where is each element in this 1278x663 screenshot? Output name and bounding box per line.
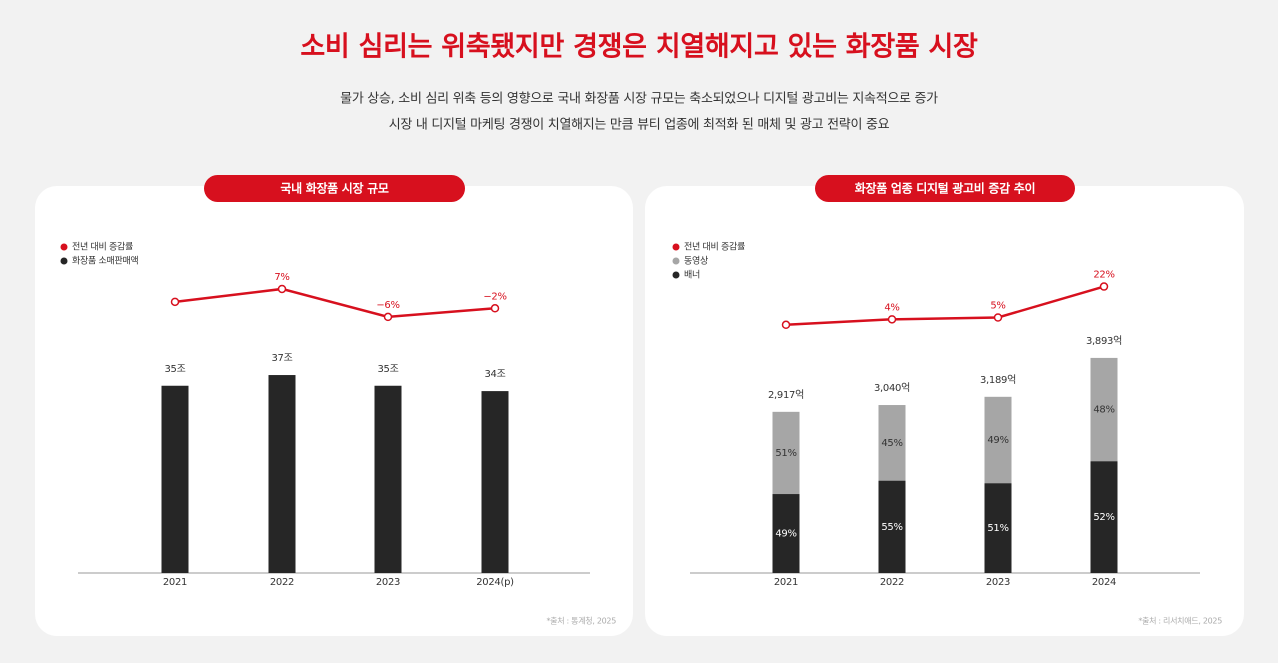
x-tick-label: 2023 <box>376 577 400 588</box>
x-tick-label: 2024(p) <box>476 577 514 588</box>
segment-label: 45% <box>881 438 902 449</box>
growth-point <box>993 313 1003 322</box>
growth-label: 5% <box>990 301 1005 312</box>
bar <box>161 385 189 573</box>
x-tick-label: 2021 <box>163 577 187 588</box>
segment-label: 51% <box>987 523 1008 534</box>
title-pill <box>204 175 465 202</box>
bar-segment <box>1090 461 1118 573</box>
bar <box>481 391 509 573</box>
x-tick-label: 2022 <box>880 577 904 588</box>
growth-label: 4% <box>884 302 899 313</box>
bar-label: 35조 <box>164 364 185 375</box>
segment-label: 49% <box>775 529 796 540</box>
bar-label: 34조 <box>484 369 505 380</box>
bar-label: 35조 <box>377 364 398 375</box>
legend-dot <box>60 243 68 251</box>
legend-dot <box>60 257 68 265</box>
segment-label: 51% <box>775 448 796 459</box>
total-label: 2,917억 <box>768 389 804 401</box>
growth-line <box>174 287 496 319</box>
growth-point <box>1099 282 1109 291</box>
legend-label: 전년 대비 증감률 <box>72 241 133 253</box>
bar <box>268 375 296 573</box>
bar <box>374 385 402 573</box>
total-label: 3,893억 <box>1086 335 1122 347</box>
bar-label: 37조 <box>271 353 292 364</box>
bar-segment <box>878 405 906 481</box>
total-label: 3,040억 <box>874 382 910 394</box>
bar-segment <box>772 411 800 495</box>
x-tick-label: 2021 <box>774 577 798 588</box>
growth-point <box>170 297 180 307</box>
title-pill <box>815 175 1075 202</box>
segment-label: 48% <box>1093 405 1114 416</box>
main-title: 소비 심리는 위축됐지만 경쟁은 치열해지고 있는 화장품 시장 <box>300 32 978 63</box>
bar-segment <box>1090 357 1118 462</box>
legend-label: 전년 대비 증감률 <box>684 241 745 253</box>
source-note: *출처 : 리서치애드, 2025 <box>1138 616 1222 626</box>
growth-label: −6% <box>376 300 399 311</box>
panel <box>35 186 633 636</box>
subtitle: 물가 상승, 소비 심리 위축 등의 영향으로 국내 화장품 시장 규모는 축소… <box>340 92 938 107</box>
growth-label: 22% <box>1093 270 1114 281</box>
source-note: *출처 : 통계청, 2025 <box>546 616 616 626</box>
growth-point <box>781 320 791 330</box>
chart-title: 국내 화장품 시장 규모 <box>280 181 389 196</box>
legend-dot <box>672 271 680 279</box>
legend-label: 화장품 소매판매액 <box>72 255 138 267</box>
subtitle: 시장 내 디지털 마케팅 경쟁이 치열해지는 만큼 뷰티 업종에 최적화 된 매… <box>389 118 890 133</box>
bar-segment <box>984 483 1012 573</box>
growth-point <box>277 284 287 294</box>
bar-segment <box>878 480 906 573</box>
x-tick-label: 2022 <box>270 577 294 588</box>
bar-segment <box>984 396 1012 484</box>
legend-label: 배너 <box>684 270 700 281</box>
growth-label: 7% <box>274 272 289 283</box>
x-tick-label: 2024 <box>1092 577 1116 588</box>
segment-label: 49% <box>987 435 1008 446</box>
growth-point <box>383 312 393 322</box>
bar-segment <box>772 494 800 573</box>
chart-title: 화장품 업종 디지털 광고비 증감 추이 <box>855 181 1036 196</box>
growth-line <box>785 285 1105 327</box>
segment-label: 55% <box>881 522 902 533</box>
panel <box>645 186 1244 636</box>
growth-label: −2% <box>483 291 506 302</box>
x-tick-label: 2023 <box>986 577 1010 588</box>
legend-label: 동영상 <box>684 256 708 267</box>
legend-dot <box>672 257 680 265</box>
growth-point <box>887 315 897 324</box>
growth-point <box>490 304 500 313</box>
legend-dot <box>672 243 680 251</box>
total-label: 3,189억 <box>980 374 1016 386</box>
segment-label: 52% <box>1093 512 1114 523</box>
